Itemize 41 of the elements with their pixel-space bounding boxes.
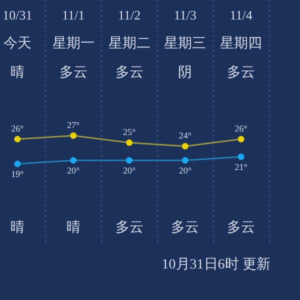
point <box>182 142 188 150</box>
text: 阴 <box>178 66 192 81</box>
data-label: 20° <box>178 166 192 176</box>
point <box>182 157 188 164</box>
point <box>14 136 21 142</box>
x-tick-label: 11/3 <box>174 7 196 22</box>
data-label: 27° <box>67 120 80 130</box>
text: 多云 <box>171 220 200 236</box>
text: 多云 <box>59 64 88 81</box>
text: 多云 <box>115 64 144 81</box>
text: 星期四 <box>220 36 262 52</box>
text: 星期三 <box>164 36 206 52</box>
point <box>14 160 21 168</box>
text: 10月31日6时 更新 <box>162 256 270 273</box>
text: 星期二 <box>108 36 150 52</box>
text: 晴 <box>66 220 80 236</box>
text: 多云 <box>227 220 256 236</box>
data-label: 21° <box>234 162 248 172</box>
x-tick-label: 11/1 <box>62 7 85 22</box>
text: 多云 <box>227 64 256 81</box>
point <box>126 157 132 164</box>
point <box>238 154 244 160</box>
data-label: 26° <box>234 123 248 134</box>
data-label: 19° <box>11 169 24 180</box>
point <box>70 132 77 139</box>
text: 晴 <box>10 220 24 236</box>
point <box>238 136 244 142</box>
data-label: 25° <box>122 127 136 138</box>
text: 今天 <box>3 36 32 52</box>
text: 晴 <box>10 64 24 81</box>
text: 星期一 <box>52 36 94 52</box>
x-tick-label: 10/31 <box>2 7 32 22</box>
data-label: 20° <box>67 166 80 176</box>
data-label: 26° <box>11 123 24 134</box>
point <box>70 157 77 164</box>
x-tick-label: 11/4 <box>230 7 253 22</box>
text: 多云 <box>115 220 144 236</box>
data-label: 20° <box>122 166 136 176</box>
data-label: 24° <box>178 130 192 141</box>
x-tick-label: 11/2 <box>118 7 141 22</box>
point <box>126 139 132 146</box>
